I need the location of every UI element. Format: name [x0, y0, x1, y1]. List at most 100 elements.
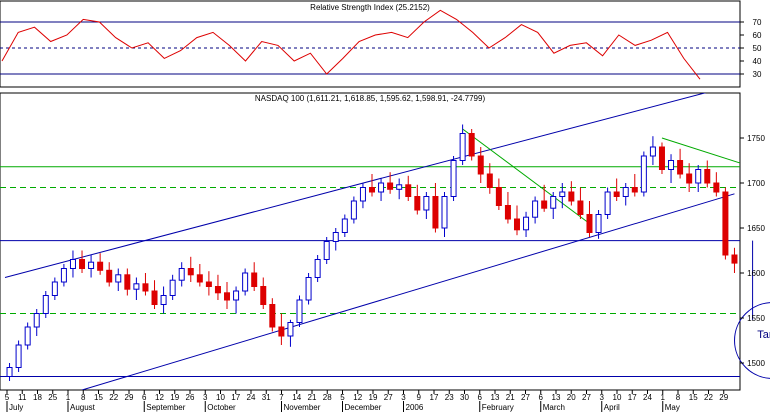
candle — [115, 268, 122, 291]
x-day-tick-label: 23 — [445, 393, 454, 402]
candle-body — [441, 196, 448, 229]
candle-body — [233, 290, 240, 301]
x-day-tick-label: 11 — [18, 393, 27, 402]
x-month-label: November — [284, 403, 321, 412]
x-day-tick-label: 3 — [401, 393, 406, 402]
candle-body — [523, 216, 530, 231]
candle — [151, 280, 158, 309]
candle-body — [658, 146, 665, 170]
candle-body — [251, 272, 258, 287]
price-panel: Target 1500 1550 1600 1650 1700 1750 NASDAQ 100… — [0, 92, 770, 391]
candle — [677, 148, 684, 179]
rsi-title: Relative Strength Index (25.2152) — [310, 3, 430, 12]
x-axis: 5 11 18 25 1 8 15 22 29 6 12 19 26 3 10 17 24 31 7 14 21 28 5 1… — [5, 390, 729, 412]
candle-body — [541, 200, 548, 209]
candle-body — [42, 295, 49, 314]
candle-body — [622, 187, 629, 197]
candle-body — [278, 326, 285, 337]
candle — [251, 262, 258, 291]
target-circle — [734, 302, 770, 379]
trendline — [4, 93, 707, 278]
candle — [260, 277, 267, 309]
x-day-tick-label: 24 — [247, 393, 256, 402]
candle — [595, 210, 602, 239]
candle — [568, 181, 575, 206]
x-day-tick-label: 31 — [262, 393, 271, 402]
candle — [513, 205, 520, 236]
candle — [6, 363, 13, 381]
candle — [604, 187, 611, 219]
x-day-tick-label: 19 — [170, 393, 179, 402]
candle — [97, 253, 104, 275]
candle — [15, 340, 22, 372]
candle-body — [350, 200, 357, 220]
candle — [378, 178, 385, 201]
candle — [649, 136, 656, 165]
candle-body — [450, 160, 457, 197]
candle — [24, 322, 31, 350]
x-day-tick-label: 6 — [142, 393, 147, 402]
rsi-y-tick-label: 70 — [753, 18, 762, 27]
candle-body — [196, 274, 203, 283]
rsi-frame — [0, 0, 741, 88]
x-day-tick-label: 9 — [417, 393, 422, 402]
x-day-tick-label: 17 — [231, 393, 240, 402]
candle-body — [378, 182, 385, 193]
candle-body — [405, 184, 412, 198]
x-day-tick-label: 19 — [369, 393, 378, 402]
candle — [695, 165, 702, 192]
x-day-tick-label: 13 — [491, 393, 500, 402]
candle — [686, 163, 693, 192]
candle-body — [686, 173, 693, 184]
candle-body — [69, 259, 76, 269]
candle — [713, 172, 720, 197]
candle — [323, 237, 330, 264]
candle-body — [359, 187, 366, 202]
candle-body — [532, 200, 539, 218]
candle — [359, 183, 366, 209]
candle — [269, 298, 276, 332]
candle — [414, 184, 421, 215]
candle — [559, 183, 566, 209]
x-day-tick-label: 22 — [109, 393, 118, 402]
candle — [468, 129, 475, 161]
candle — [133, 277, 140, 300]
candle-body — [387, 182, 394, 190]
x-day-tick-label: 12 — [353, 393, 362, 402]
trendline-group — [4, 93, 740, 390]
candle — [106, 262, 113, 287]
candle — [314, 255, 321, 282]
x-day-tick-label: 29 — [719, 393, 728, 402]
candle — [79, 250, 86, 273]
candle-body — [205, 281, 212, 287]
candle-body — [115, 274, 122, 283]
candle-body — [178, 268, 185, 281]
candle-body — [287, 322, 294, 337]
candle — [233, 286, 240, 314]
x-day-tick-label: 21 — [308, 393, 317, 402]
rsi-y-tick-label: 50 — [753, 44, 762, 53]
candle — [196, 264, 203, 287]
candle-body — [33, 313, 40, 328]
x-month-label: May — [665, 403, 680, 412]
candle-body — [704, 169, 711, 184]
candle — [477, 147, 484, 183]
x-day-tick-label: 8 — [676, 393, 681, 402]
candle-body — [595, 214, 602, 233]
candle-body — [51, 281, 58, 296]
candle — [441, 192, 448, 237]
target-projection: Target — [734, 240, 770, 379]
candle — [369, 174, 375, 197]
rsi-series-line — [1, 9, 701, 80]
candle-body — [242, 272, 249, 292]
price-y-tick-label: 1650 — [747, 224, 765, 233]
candle — [287, 319, 294, 347]
candle-body — [332, 232, 339, 242]
x-day-tick-label: 15 — [689, 393, 698, 402]
candle-body — [79, 259, 86, 269]
candle-body — [586, 214, 593, 233]
candle-body — [504, 205, 511, 220]
x-day-tick-label: 25 — [48, 393, 57, 402]
candle-body — [169, 279, 176, 297]
